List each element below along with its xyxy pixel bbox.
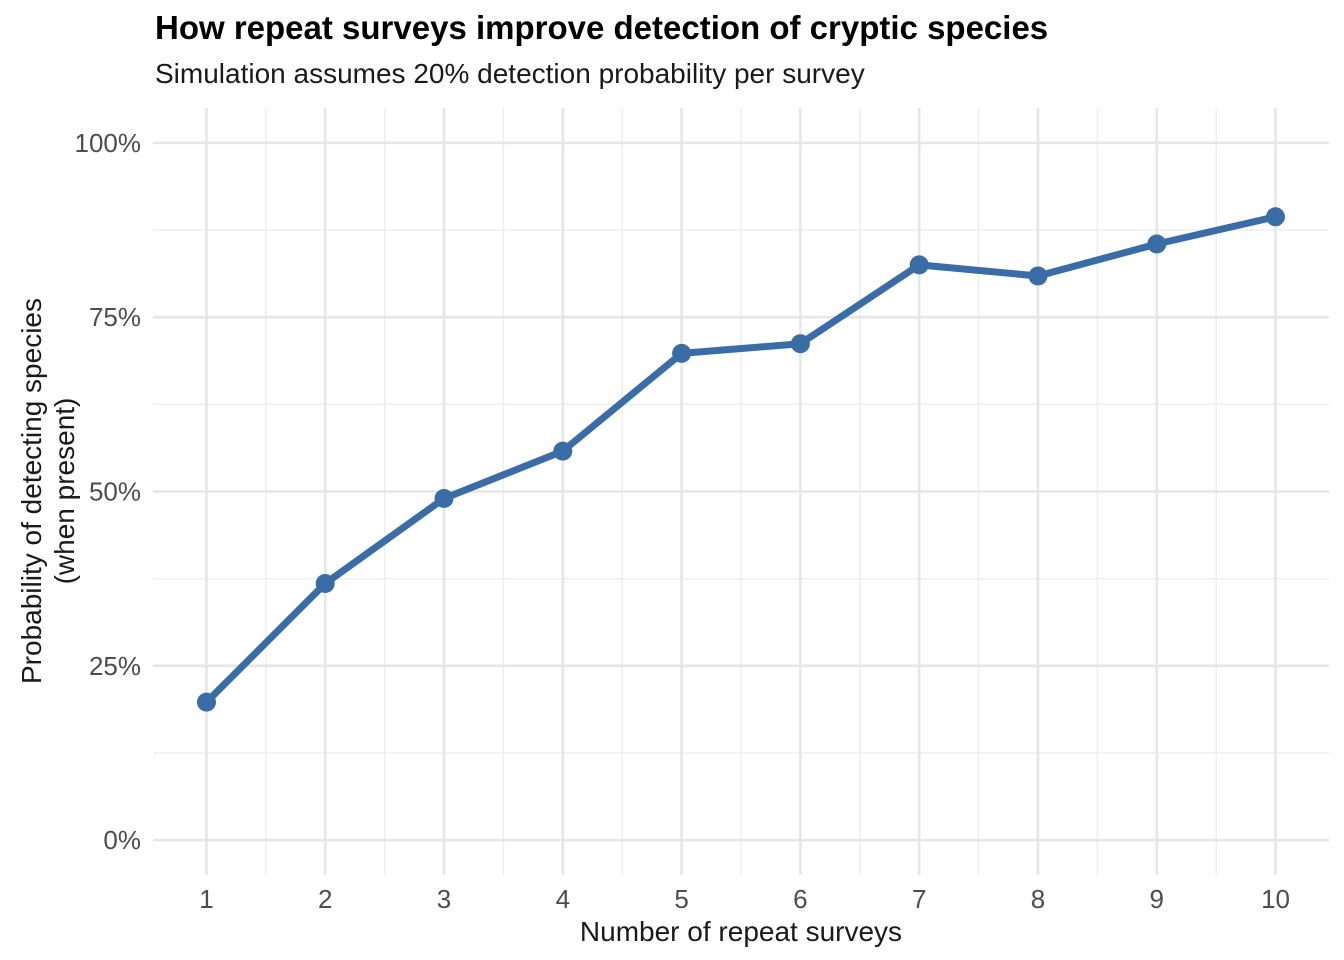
y-tick-label: 100% <box>75 128 142 158</box>
y-axis-title: Probability of detecting species (when p… <box>15 298 81 684</box>
x-tick-label: 3 <box>437 884 451 914</box>
data-point <box>790 334 810 354</box>
data-point <box>1028 266 1048 286</box>
x-tick-label: 10 <box>1261 884 1290 914</box>
y-tick-label: 50% <box>89 477 141 507</box>
x-tick-label: 2 <box>318 884 332 914</box>
x-tick-label: 5 <box>674 884 688 914</box>
chart-title: How repeat surveys improve detection of … <box>155 9 1049 46</box>
y-tick-label: 75% <box>89 302 141 332</box>
y-tick-label: 0% <box>103 825 141 855</box>
y-tick-label: 25% <box>89 651 141 681</box>
data-point <box>1147 234 1167 254</box>
data-point <box>1266 207 1285 227</box>
x-axis-title: Number of repeat surveys <box>579 916 903 947</box>
data-point <box>909 255 929 275</box>
x-tick-label: 4 <box>556 884 570 914</box>
x-tick-label: 9 <box>1150 884 1164 914</box>
data-point <box>197 692 216 712</box>
data-point <box>553 441 573 461</box>
x-tick-label: 1 <box>199 884 213 914</box>
y-axis-title-line1: Probability of detecting species <box>16 298 47 684</box>
data-point <box>315 574 335 593</box>
y-axis-title-line2: (when present) <box>49 397 80 585</box>
x-tick-label: 8 <box>1031 884 1045 914</box>
detection-probability-line <box>203 213 1279 706</box>
chart-subtitle: Simulation assumes 20% detection probabi… <box>155 58 865 89</box>
data-point <box>672 343 692 363</box>
x-tick-label: 7 <box>912 884 926 914</box>
x-tick-label: 6 <box>793 884 807 914</box>
data-point <box>434 489 454 508</box>
